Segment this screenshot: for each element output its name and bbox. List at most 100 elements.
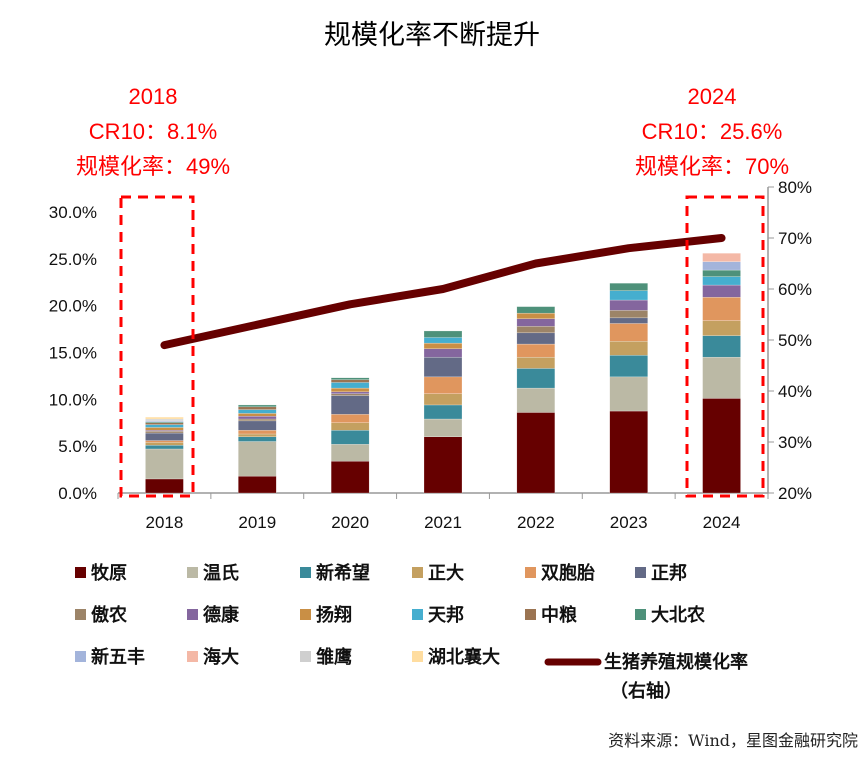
bar-segment-新希望	[145, 445, 184, 450]
bar-segment-海大	[702, 253, 741, 262]
bar-segment-正邦	[330, 395, 370, 415]
legend-swatch	[412, 609, 423, 620]
right-tick-label: 80%	[778, 178, 812, 197]
legend-label: 德康	[203, 604, 240, 626]
bar-segment-牧原	[609, 410, 648, 494]
legend-axis-note: （右轴）	[610, 680, 682, 702]
left-tick-label: 5.0%	[58, 437, 97, 456]
right-tick-label: 20%	[778, 484, 812, 503]
annotation-cr10: CR10：25.6%	[642, 119, 783, 144]
legend-label: 新希望	[316, 562, 370, 584]
legend-label: 中粮	[541, 604, 577, 626]
legend-label: 傲农	[91, 604, 127, 626]
left-tick-label: 30.0%	[49, 203, 97, 222]
legend-label: 海大	[203, 646, 239, 668]
legend-swatch	[75, 651, 86, 662]
x-tick-label: 2022	[517, 513, 555, 532]
bar-segment-双胞胎	[330, 414, 370, 423]
bar-segment-天邦	[423, 337, 463, 344]
bar-segment-天邦	[609, 290, 648, 301]
left-tick-label: 15.0%	[49, 344, 97, 363]
bar-segment-大北农	[423, 330, 463, 338]
legend-swatch	[300, 609, 311, 620]
bar-segment-天邦	[330, 382, 370, 389]
bar-segment-扬翔	[238, 413, 277, 417]
legend-label: 生猪养殖规模化率	[604, 651, 748, 673]
bar-segment-牧原	[330, 460, 370, 494]
bar-segment-傲农	[516, 326, 556, 334]
bar-segment-牧原	[238, 475, 277, 494]
bar-segment-温氏	[609, 376, 648, 412]
legend-label: 大北农	[651, 604, 705, 626]
legend-label: 双胞胎	[541, 562, 595, 584]
highlight-box-2024	[685, 195, 765, 498]
bar-segment-天邦	[145, 424, 184, 428]
x-tick-label: 2020	[331, 513, 369, 532]
bar-segment-正邦	[609, 317, 648, 324]
annotation-year: 2024	[688, 84, 737, 109]
right-tick-label: 30%	[778, 433, 812, 452]
bar-segment-正邦	[238, 420, 277, 431]
bar-segment-正大	[423, 393, 463, 406]
legend-swatch	[635, 567, 646, 578]
source-note: 资料来源：Wind，星图金融研究院	[608, 731, 858, 750]
bar-segment-正大	[609, 341, 648, 356]
legend-label: 正大	[428, 562, 464, 584]
bar-segment-双胞胎	[238, 430, 277, 435]
bar-segment-双胞胎	[609, 323, 648, 342]
legend-label: 正邦	[651, 562, 687, 584]
bar-segment-新希望	[516, 368, 556, 389]
legend-label: 牧原	[91, 562, 127, 584]
bar-segment-新希望	[423, 404, 463, 420]
right-tick-label: 70%	[778, 229, 812, 248]
legend-label: 扬翔	[316, 604, 352, 626]
legend-swatch	[187, 567, 198, 578]
x-tick-label: 2023	[610, 513, 648, 532]
legend-swatch	[635, 609, 646, 620]
bar-segment-湖北襄大	[145, 416, 184, 420]
bar-segment-牧原	[423, 436, 463, 494]
annotation-rate: 规模化率：70%	[635, 154, 789, 179]
bar-segment-傲农	[330, 393, 370, 396]
chart-title: 规模化率不断提升	[324, 20, 540, 51]
left-tick-label: 10.0%	[49, 390, 97, 409]
bar-segment-正大	[145, 442, 184, 446]
bar-segment-牧原	[702, 398, 741, 494]
annotation-rate: 规模化率：49%	[76, 154, 230, 179]
legend-swatch	[75, 567, 86, 578]
bar-segment-扬翔	[516, 312, 556, 319]
annotation-year: 2018	[129, 84, 178, 109]
legend-swatch	[525, 609, 536, 620]
bar-segment-温氏	[702, 356, 741, 399]
legend-label: 新五丰	[91, 646, 145, 668]
bar-segment-天邦	[702, 276, 741, 286]
bar-segment-傲农	[145, 430, 184, 434]
bar-segment-新五丰	[702, 261, 741, 271]
bar-segment-天邦	[238, 409, 277, 414]
bar-segment-傲农	[238, 418, 277, 422]
bar-segment-双胞胎	[702, 297, 741, 321]
left-tick-label: 0.0%	[58, 484, 97, 503]
x-tick-label: 2018	[146, 513, 184, 532]
bar-segment-正大	[330, 422, 370, 431]
annotation-cr10: CR10：8.1%	[89, 119, 217, 144]
highlight-box-2018	[119, 195, 195, 498]
legend-swatch	[187, 651, 198, 662]
bar-segment-正邦	[423, 356, 463, 378]
legend-swatch	[300, 651, 311, 662]
bar-segment-德康	[238, 415, 277, 420]
bar-segment-正邦	[145, 432, 184, 441]
legend-label: 温氏	[203, 563, 239, 584]
bar-segment-扬翔	[423, 342, 463, 349]
bar-segment-温氏	[238, 441, 277, 477]
bar-segment-德康	[609, 299, 648, 311]
bar-segment-大北农	[702, 269, 741, 277]
bar-segment-正大	[702, 320, 741, 336]
bar-segment-新希望	[702, 335, 741, 358]
x-tick-label: 2019	[238, 513, 276, 532]
bar-segment-大北农	[609, 282, 648, 291]
bar-segment-德康	[516, 318, 556, 327]
bar-segment-扬翔	[330, 387, 370, 393]
bar-segment-新希望	[330, 430, 370, 445]
bar-segment-双胞胎	[423, 376, 463, 394]
